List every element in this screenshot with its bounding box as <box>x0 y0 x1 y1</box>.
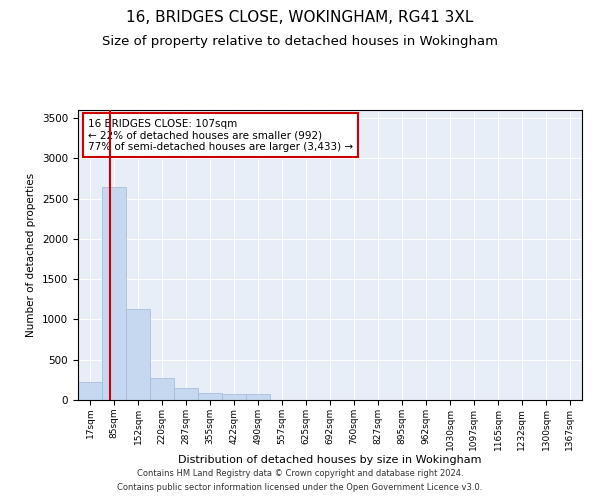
Bar <box>222 394 246 400</box>
Text: 16, BRIDGES CLOSE, WOKINGHAM, RG41 3XL: 16, BRIDGES CLOSE, WOKINGHAM, RG41 3XL <box>127 10 473 25</box>
Bar <box>103 186 126 400</box>
Bar <box>246 394 270 400</box>
Bar <box>174 388 198 400</box>
X-axis label: Distribution of detached houses by size in Wokingham: Distribution of detached houses by size … <box>178 456 482 466</box>
Y-axis label: Number of detached properties: Number of detached properties <box>26 173 37 337</box>
Bar <box>126 310 150 400</box>
Text: Size of property relative to detached houses in Wokingham: Size of property relative to detached ho… <box>102 35 498 48</box>
Bar <box>199 393 222 400</box>
Text: 16 BRIDGES CLOSE: 107sqm
← 22% of detached houses are smaller (992)
77% of semi-: 16 BRIDGES CLOSE: 107sqm ← 22% of detach… <box>88 118 353 152</box>
Bar <box>78 382 102 400</box>
Text: Contains HM Land Registry data © Crown copyright and database right 2024.: Contains HM Land Registry data © Crown c… <box>137 468 463 477</box>
Text: Contains public sector information licensed under the Open Government Licence v3: Contains public sector information licen… <box>118 484 482 492</box>
Bar <box>151 378 174 400</box>
